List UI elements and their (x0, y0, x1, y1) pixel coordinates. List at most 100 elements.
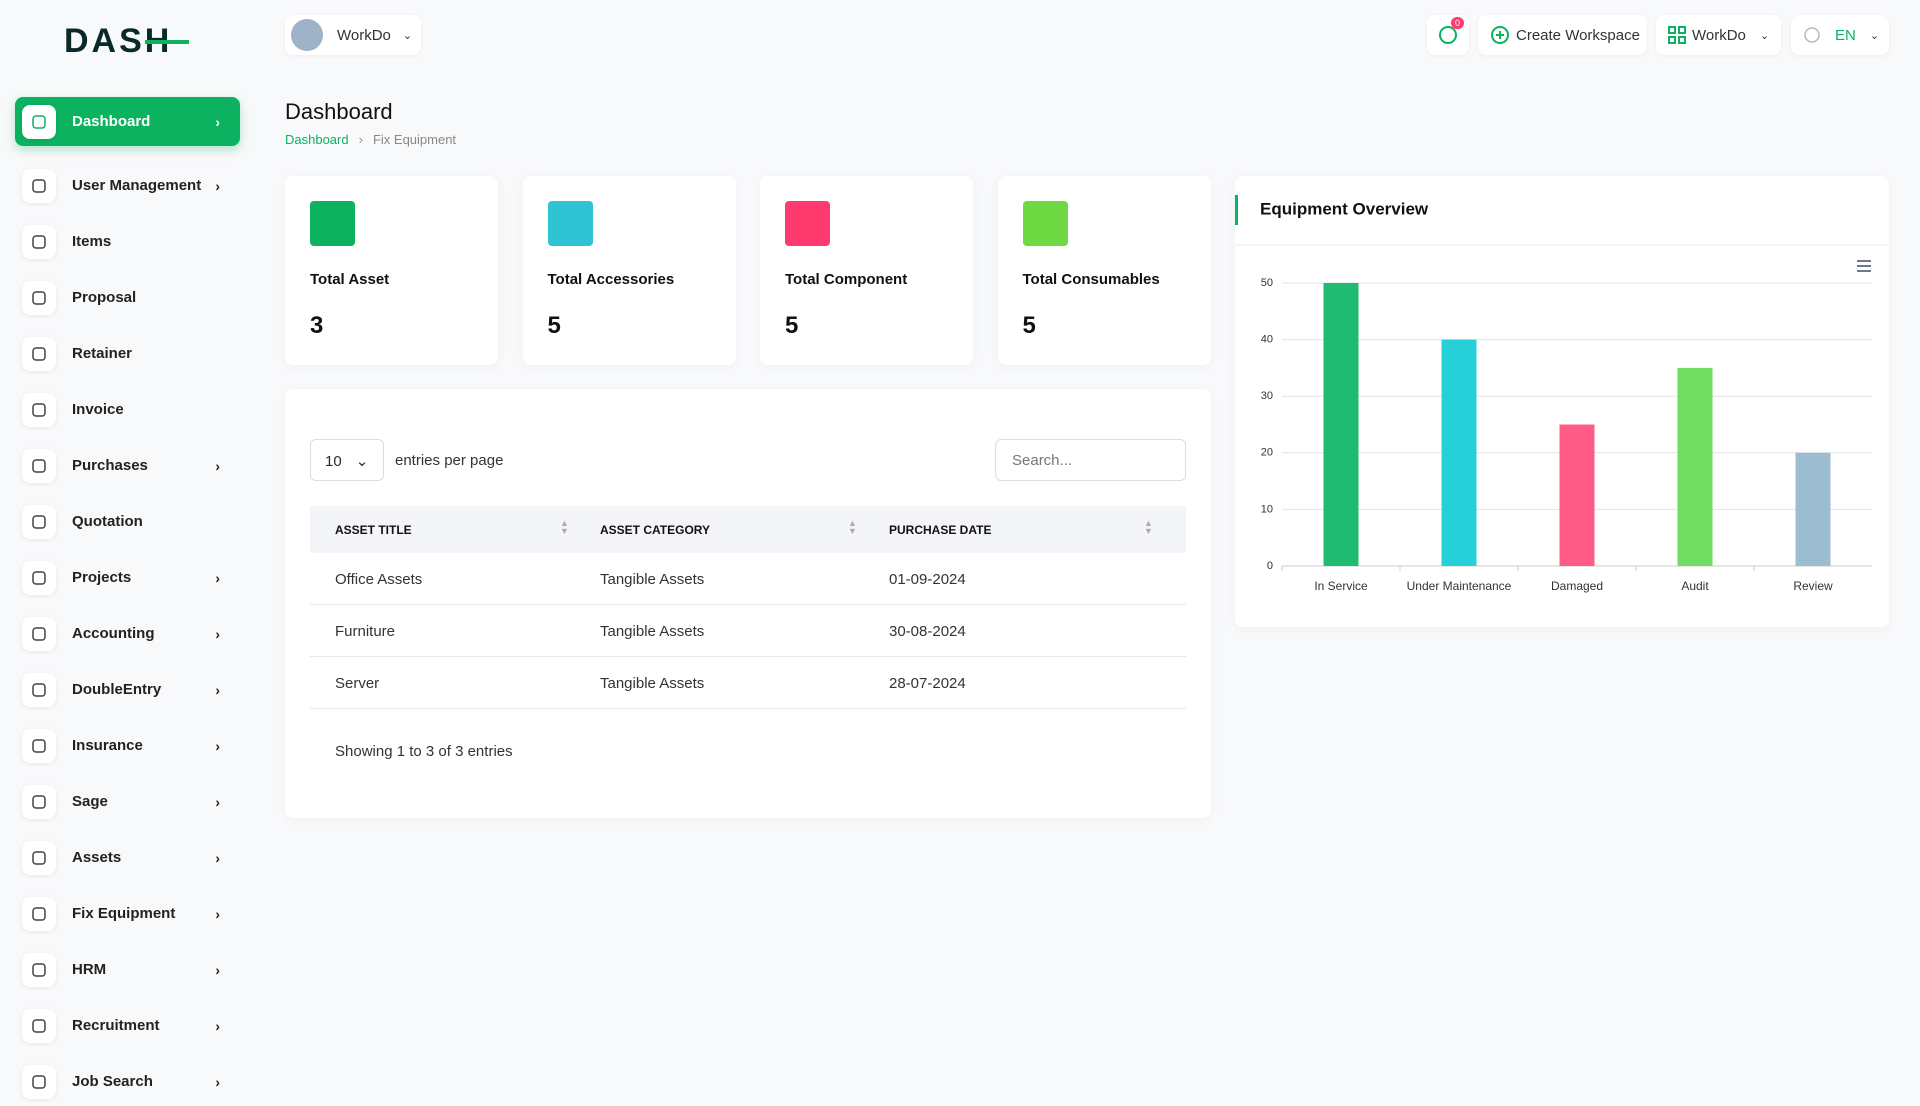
sidebar-item[interactable]: Purchases › (15, 441, 240, 490)
sidebar-item[interactable]: Assets › (15, 833, 240, 882)
page-size-select[interactable]: 10 ⌄ (310, 439, 384, 481)
logo-accent (145, 40, 189, 44)
page: {"brand":"DASH", "header":{"workspace":"… (15, 15, 1889, 1090)
sidebar-label: Accounting (72, 625, 155, 642)
sidebar-chevron: › (215, 569, 220, 586)
table-cell: Furniture (335, 623, 396, 640)
stat-card: Total Accessories 5 (522, 176, 736, 365)
sidebar-icon (22, 1008, 56, 1043)
sidebar-item[interactable]: Dashboard › (15, 97, 240, 146)
breadcrumb: Dashboard › Fix Equipment (285, 132, 457, 147)
bar (1323, 283, 1359, 566)
sidebar-item[interactable]: Projects › (15, 553, 240, 602)
sidebar-item[interactable]: Accounting › (15, 609, 240, 658)
table-cell: Tangible Assets (600, 623, 705, 640)
sidebar-icon (22, 448, 56, 483)
create-workspace-button[interactable]: Create Workspace (1478, 15, 1647, 55)
bar (1795, 452, 1831, 566)
sidebar-chevron: › (215, 793, 220, 810)
bar (1677, 367, 1713, 566)
sidebar-icon (22, 504, 56, 539)
sidebar-item[interactable]: Invoice (15, 385, 240, 434)
sidebar-chevron: › (215, 625, 220, 642)
stat-card: Total Component 5 (760, 176, 973, 365)
table-cell: Tangible Assets (600, 571, 705, 588)
language-code: EN (1835, 26, 1856, 44)
sidebar-icon (22, 224, 56, 259)
company-switcher[interactable]: WorkDo ⌄ (1656, 15, 1781, 55)
sidebar-item[interactable]: DoubleEntry › (15, 665, 240, 714)
chart-title: Equipment Overview (1260, 199, 1429, 218)
breadcrumb-link[interactable]: Dashboard (285, 132, 349, 147)
x-tick-label: Damaged (1551, 579, 1603, 593)
sidebar-label: Dashboard (72, 113, 151, 130)
sidebar-item[interactable]: HRM › (15, 945, 240, 994)
sidebar-chevron: › (215, 113, 220, 130)
sidebar-item[interactable]: Quotation (15, 497, 240, 546)
x-tick-label: Under Maintenance (1407, 579, 1512, 593)
sidebar-icon (22, 168, 56, 203)
table-footer: Showing 1 to 3 of 3 entries (335, 743, 513, 760)
create-workspace-label: Create Workspace (1516, 26, 1640, 44)
row-divider (310, 656, 1186, 657)
x-tick-label: Audit (1681, 579, 1709, 593)
sidebar-label: Proposal (72, 289, 137, 306)
sidebar-label: Items (72, 233, 112, 250)
sidebar-label: Recruitment (72, 1017, 160, 1034)
sidebar-icon (22, 560, 56, 595)
sidebar-chevron: › (215, 1073, 220, 1090)
table-cell: 01-09-2024 (889, 571, 966, 588)
sidebar-item[interactable]: Insurance › (15, 721, 240, 770)
breadcrumb-current: Fix Equipment (372, 132, 457, 147)
bar (1559, 424, 1595, 566)
sidebar-chevron: › (215, 681, 220, 698)
table-cell: Office Assets (335, 571, 423, 588)
sidebar-chevron: › (215, 849, 220, 866)
sort-icon: ▲ ▼ (848, 518, 857, 536)
table-cell: Tangible Assets (600, 675, 705, 692)
sidebar-item[interactable]: Sage › (15, 777, 240, 826)
sidebar-label: Purchases (72, 457, 148, 474)
row-divider (310, 708, 1186, 709)
grid-icon (1668, 26, 1686, 44)
sidebar-item[interactable]: Recruitment › (15, 1001, 240, 1050)
stat-icon (547, 201, 593, 246)
chart: Equipment Overview 0 10 20 30 40 50 In Service… (1235, 195, 1889, 593)
sidebar-chevron: › (215, 961, 220, 978)
stat-value: 5 (1022, 312, 1036, 339)
sidebar-item[interactable]: Fix Equipment › (15, 889, 240, 938)
column-header: PURCHASE DATE (889, 523, 992, 537)
table-cell: 28-07-2024 (889, 675, 966, 692)
table-cell: Server (335, 675, 380, 692)
sidebar-item[interactable]: Proposal (15, 273, 240, 322)
stat-value: 5 (547, 312, 561, 339)
stat-value: 3 (310, 312, 324, 339)
sidebar-chevron: › (215, 1017, 220, 1034)
bar (1441, 339, 1477, 566)
sidebar-icon (22, 840, 56, 875)
sidebar-item[interactable]: User Management › (15, 161, 240, 210)
sidebar-item[interactable]: Items (15, 217, 240, 266)
stat-card: Total Consumables 5 (997, 176, 1211, 365)
sidebar-label: DoubleEntry (72, 681, 162, 698)
sidebar-icon (22, 616, 56, 651)
y-tick-label: 40 (1261, 334, 1273, 346)
chart-menu[interactable] (1857, 260, 1871, 272)
y-tick-label: 20 (1261, 447, 1273, 459)
workspace-switcher[interactable]: WorkDo ⌄ (285, 15, 421, 55)
sidebar-icon (22, 896, 56, 931)
notification-count: 0 (1451, 17, 1465, 29)
sidebar-label: HRM (72, 961, 107, 978)
messages-button[interactable]: 0 (1427, 15, 1469, 55)
table-cell: 30-08-2024 (889, 623, 966, 640)
language-switcher[interactable]: EN ⌄ (1791, 15, 1889, 55)
sidebar-icon (22, 784, 56, 819)
sidebar-item[interactable]: Job Search › (15, 1057, 240, 1106)
workspace-name: WorkDo (337, 26, 391, 44)
search-input[interactable]: Search... (995, 439, 1186, 481)
sidebar-icon (22, 672, 56, 707)
sidebar-label: Job Search (72, 1073, 153, 1090)
sidebar-item[interactable]: Retainer (15, 329, 240, 378)
chart-card: Equipment Overview 0 10 20 30 40 50 In Service… (1235, 176, 1889, 627)
page-size-value: 10 (325, 453, 342, 470)
